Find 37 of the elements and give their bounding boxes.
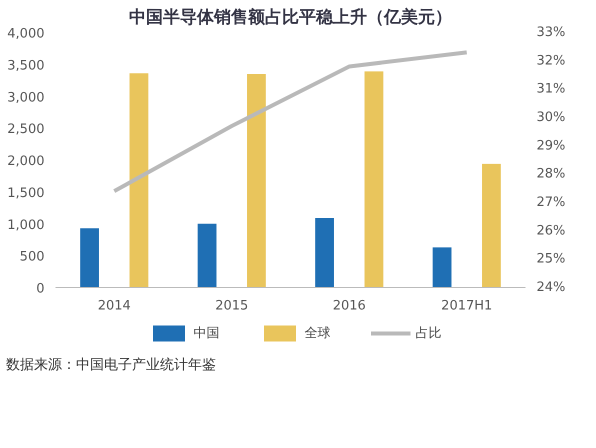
legend-label: 中国 (194, 325, 220, 342)
bar (432, 247, 452, 288)
y-tick-label: 3,000 (7, 90, 44, 106)
y-tick-label: 500 (20, 250, 45, 265)
bar (130, 73, 148, 288)
legend-label: 占比 (416, 325, 442, 342)
y2-tick-label: 24% (536, 280, 566, 295)
y2-tick-label: 26% (536, 223, 566, 238)
bar (482, 164, 501, 288)
x-tick-label: 2015 (215, 298, 248, 314)
bar (315, 218, 334, 288)
line-series (112, 50, 469, 194)
y2-tick-label: 31% (536, 82, 566, 97)
x-tick-label: 2017H1 (441, 298, 492, 314)
y2-tick-label: 27% (536, 195, 566, 210)
y-tick-label: 4,000 (7, 26, 44, 42)
chart-title: 中国半导体销售额占比平稳上升（亿美元） (129, 8, 452, 28)
y2-tick-label: 30% (536, 110, 566, 125)
y2-tick-label: 28% (536, 166, 566, 182)
y2-tick-label: 33% (536, 25, 566, 40)
y-tick-label: 1,000 (7, 218, 44, 233)
y2-tick-label: 25% (536, 252, 566, 267)
x-tick-label: 2014 (98, 298, 131, 314)
bar (247, 74, 266, 288)
y-tick-label: 2,000 (7, 154, 44, 169)
y-tick-label: 2,500 (7, 122, 44, 138)
y2-tick-label: 32% (536, 53, 566, 68)
y-tick-label: 0 (36, 282, 45, 296)
source-note: 数据来源：中国电子产业统计年鉴 (6, 356, 216, 375)
legend-label: 全球 (304, 325, 330, 342)
bar (80, 228, 99, 288)
y-tick-label: 1,500 (7, 186, 44, 201)
bar (198, 224, 216, 288)
y2-tick-label: 29% (536, 138, 566, 154)
y-tick-label: 3,500 (7, 58, 44, 74)
bar (364, 71, 384, 288)
x-tick-label: 2016 (332, 298, 366, 314)
